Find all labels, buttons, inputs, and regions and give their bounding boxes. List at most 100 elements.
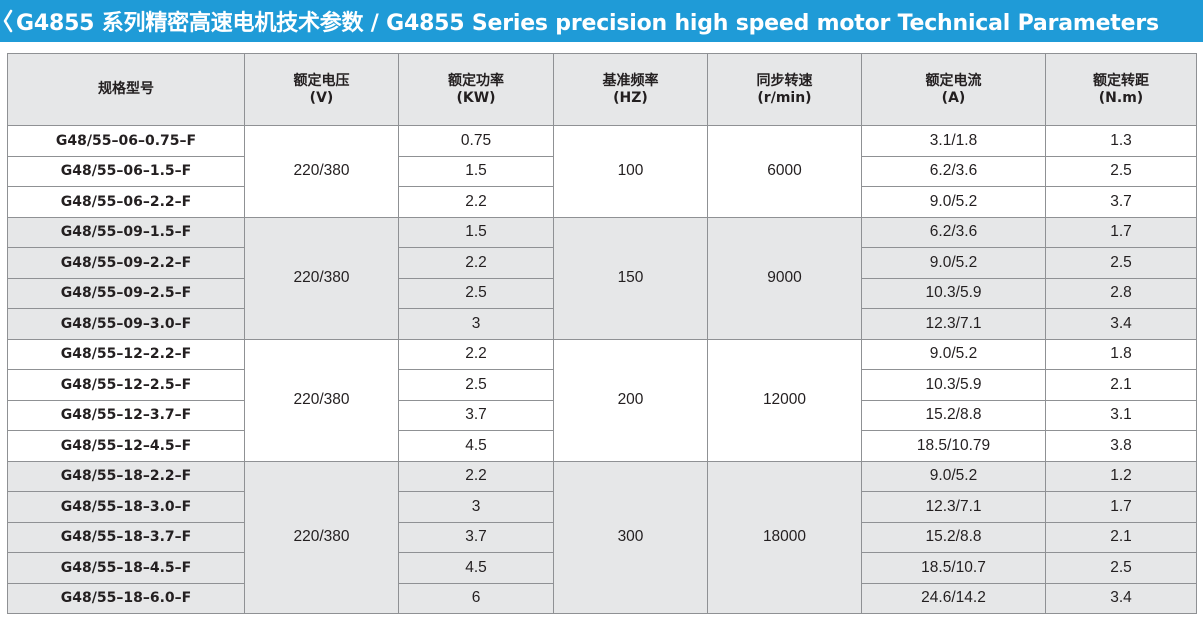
col-header-model: 规格型号 bbox=[7, 53, 245, 126]
current-cell: 12.3/7.1 bbox=[861, 308, 1046, 340]
speed-cell: 9000 bbox=[707, 216, 862, 340]
current-cell: 24.6/14.2 bbox=[861, 582, 1046, 614]
power-cell: 2.2 bbox=[398, 247, 554, 279]
model-cell: G48/55–18–3.7–F bbox=[7, 521, 245, 553]
torque-cell: 1.7 bbox=[1045, 216, 1197, 248]
current-cell: 3.1/1.8 bbox=[861, 125, 1046, 157]
table-row: G48/55–09–2.2–F 2.2 9.0/5.2 2.5 bbox=[7, 247, 1197, 279]
spec-table: 规格型号 额定电压 (V) 额定功率 (KW) 基准频率 (HZ) 同步转速 (r/mi… bbox=[7, 53, 1197, 614]
current-cell: 10.3/5.9 bbox=[861, 277, 1046, 309]
torque-cell: 1.8 bbox=[1045, 338, 1197, 370]
model-cell: G48/55–09–1.5–F bbox=[7, 216, 245, 248]
voltage-cell: 220/380 bbox=[244, 338, 399, 462]
speed-cell: 6000 bbox=[707, 125, 862, 218]
power-cell: 6 bbox=[398, 582, 554, 614]
current-cell: 10.3/5.9 bbox=[861, 369, 1046, 401]
power-cell: 2.5 bbox=[398, 277, 554, 309]
model-cell: G48/55–18–4.5–F bbox=[7, 552, 245, 584]
table-row: G48/55–09–2.5–F 2.5 10.3/5.9 2.8 bbox=[7, 277, 1197, 309]
frequency-cell: 300 bbox=[553, 460, 708, 614]
power-cell: 3.7 bbox=[398, 521, 554, 553]
speed-cell: 12000 bbox=[707, 338, 862, 462]
speed-cell: 18000 bbox=[707, 460, 862, 614]
power-cell: 1.5 bbox=[398, 155, 554, 187]
torque-cell: 2.5 bbox=[1045, 155, 1197, 187]
col-header-voltage: 额定电压 (V) bbox=[244, 53, 399, 126]
frequency-cell: 100 bbox=[553, 125, 708, 218]
model-cell: G48/55–18–2.2–F bbox=[7, 460, 245, 492]
col-header-speed: 同步转速 (r/min) bbox=[707, 53, 862, 126]
current-cell: 6.2/3.6 bbox=[861, 216, 1046, 248]
torque-cell: 2.1 bbox=[1045, 369, 1197, 401]
current-cell: 9.0/5.2 bbox=[861, 247, 1046, 279]
power-cell: 2.2 bbox=[398, 186, 554, 218]
current-cell: 9.0/5.2 bbox=[861, 338, 1046, 370]
table-row: G48/55–12–4.5–F 4.5 18.5/10.79 3.8 bbox=[7, 430, 1197, 462]
model-cell: G48/55–09–2.5–F bbox=[7, 277, 245, 309]
torque-cell: 3.7 bbox=[1045, 186, 1197, 218]
current-cell: 9.0/5.2 bbox=[861, 186, 1046, 218]
voltage-cell: 220/380 bbox=[244, 216, 399, 340]
model-cell: G48/55–09–2.2–F bbox=[7, 247, 245, 279]
torque-cell: 1.2 bbox=[1045, 460, 1197, 492]
table-row: G48/55–06–1.5–F 1.5 6.2/3.6 2.5 bbox=[7, 155, 1197, 187]
table-row: G48/55–18–3.0–F 3 12.3/7.1 1.7 bbox=[7, 491, 1197, 523]
model-cell: G48/55–06–1.5–F bbox=[7, 155, 245, 187]
torque-cell: 3.4 bbox=[1045, 308, 1197, 340]
model-cell: G48/55–06–0.75–F bbox=[7, 125, 245, 157]
torque-cell: 2.1 bbox=[1045, 521, 1197, 553]
table-row: G48/55–18–2.2–F 220/380 2.2 300 18000 9.… bbox=[7, 460, 1197, 614]
page-title: G4855 系列精密高速电机技术参数 / G4855 Series precis… bbox=[16, 11, 1159, 36]
power-cell: 4.5 bbox=[398, 430, 554, 462]
power-cell: 2.2 bbox=[398, 460, 554, 492]
model-cell: G48/55–12–2.2–F bbox=[7, 338, 245, 370]
torque-cell: 3.4 bbox=[1045, 582, 1197, 614]
table-row: G48/55–18–4.5–F 4.5 18.5/10.7 2.5 bbox=[7, 552, 1197, 584]
voltage-cell: 220/380 bbox=[244, 125, 399, 218]
power-cell: 3.7 bbox=[398, 399, 554, 431]
model-cell: G48/55–06–2.2–F bbox=[7, 186, 245, 218]
frequency-cell: 200 bbox=[553, 338, 708, 462]
col-header-frequency: 基准频率 (HZ) bbox=[553, 53, 708, 126]
power-cell: 4.5 bbox=[398, 552, 554, 584]
current-cell: 6.2/3.6 bbox=[861, 155, 1046, 187]
power-cell: 1.5 bbox=[398, 216, 554, 248]
torque-cell: 2.5 bbox=[1045, 247, 1197, 279]
power-cell: 0.75 bbox=[398, 125, 554, 157]
torque-cell: 3.8 bbox=[1045, 430, 1197, 462]
current-cell: 15.2/8.8 bbox=[861, 399, 1046, 431]
table-row: G48/55–12–2.5–F 2.5 10.3/5.9 2.1 bbox=[7, 369, 1197, 401]
table-row: G48/55–12–3.7–F 3.7 15.2/8.8 3.1 bbox=[7, 399, 1197, 431]
col-header-torque: 额定转距 (N.m) bbox=[1045, 53, 1197, 126]
torque-cell: 1.7 bbox=[1045, 491, 1197, 523]
table-row: G48/55–18–3.7–F 3.7 15.2/8.8 2.1 bbox=[7, 521, 1197, 553]
current-cell: 15.2/8.8 bbox=[861, 521, 1046, 553]
current-cell: 18.5/10.79 bbox=[861, 430, 1046, 462]
power-cell: 3 bbox=[398, 491, 554, 523]
model-cell: G48/55–09–3.0–F bbox=[7, 308, 245, 340]
model-cell: G48/55–12–2.5–F bbox=[7, 369, 245, 401]
table-row: G48/55–06–0.75–F 220/380 0.75 100 6000 3… bbox=[7, 125, 1197, 218]
torque-cell: 1.3 bbox=[1045, 125, 1197, 157]
power-cell: 3 bbox=[398, 308, 554, 340]
torque-cell: 2.5 bbox=[1045, 552, 1197, 584]
col-header-current: 额定电流 (A) bbox=[861, 53, 1046, 126]
current-cell: 9.0/5.2 bbox=[861, 460, 1046, 492]
table-row: G48/55–12–2.2–F 220/380 2.2 200 12000 9.… bbox=[7, 338, 1197, 462]
frequency-cell: 150 bbox=[553, 216, 708, 340]
title-bar: G4855 系列精密高速电机技术参数 / G4855 Series precis… bbox=[0, 0, 1203, 42]
model-cell: G48/55–12–3.7–F bbox=[7, 399, 245, 431]
torque-cell: 2.8 bbox=[1045, 277, 1197, 309]
power-cell: 2.5 bbox=[398, 369, 554, 401]
table-row: G48/55–18–6.0–F 6 24.6/14.2 3.4 bbox=[7, 582, 1197, 614]
model-cell: G48/55–12–4.5–F bbox=[7, 430, 245, 462]
col-header-power: 额定功率 (KW) bbox=[398, 53, 554, 126]
table-row: G48/55–09–1.5–F 220/380 1.5 150 9000 6.2… bbox=[7, 216, 1197, 340]
power-cell: 2.2 bbox=[398, 338, 554, 370]
current-cell: 18.5/10.7 bbox=[861, 552, 1046, 584]
torque-cell: 3.1 bbox=[1045, 399, 1197, 431]
model-cell: G48/55–18–3.0–F bbox=[7, 491, 245, 523]
model-cell: G48/55–18–6.0–F bbox=[7, 582, 245, 614]
table-header-row: 规格型号 额定电压 (V) 额定功率 (KW) 基准频率 (HZ) 同步转速 (r/mi… bbox=[7, 53, 1197, 126]
voltage-cell: 220/380 bbox=[244, 460, 399, 614]
